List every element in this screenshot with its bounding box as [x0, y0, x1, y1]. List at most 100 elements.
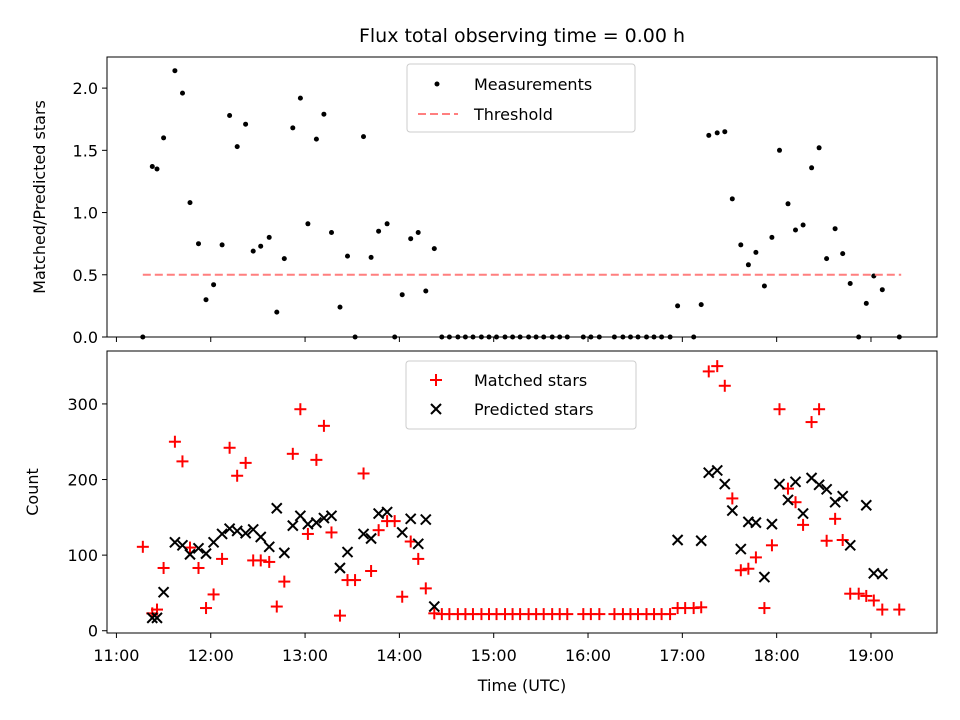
top-y-ticks: 0.0 0.5 1.0 1.5 2.0 [73, 79, 107, 347]
matched-star-point [419, 582, 432, 595]
matched-star-point [216, 552, 229, 565]
measurement-point [714, 130, 720, 136]
measurement-point [274, 309, 280, 315]
measurement-point [345, 253, 350, 259]
legend-predicted-marker [430, 403, 442, 415]
measurement-point [785, 201, 791, 207]
measurement-point [297, 95, 303, 101]
measurement-point [161, 135, 167, 141]
predicted-star-point [820, 483, 833, 496]
matched-star-point [317, 419, 330, 432]
predicted-star-point [735, 543, 747, 555]
predicted-star-point [157, 586, 170, 598]
predicted-star-point [200, 547, 212, 560]
legend-measurements-label: Measurements [474, 75, 592, 94]
bottom-x-tick-label: 15:00 [471, 646, 517, 665]
measurement-point [879, 287, 885, 293]
predicted-star-point [239, 527, 252, 539]
measurement-point [698, 302, 704, 308]
legend-threshold-label: Threshold [473, 105, 553, 124]
matched-star-point [836, 534, 849, 547]
top-y-tick-label: 1.5 [73, 141, 98, 160]
bottom-x-tick-label: 18:00 [754, 646, 800, 665]
matched-star-point [893, 603, 906, 616]
chart-title: Flux total observing time = 0.00 h [359, 25, 685, 47]
predicted-star-point [420, 513, 432, 526]
predicted-star-point [813, 479, 825, 491]
bottom-legend: Matched stars Predicted stars [405, 360, 637, 430]
measurement-point [408, 236, 414, 242]
predicted-star-point [695, 535, 707, 547]
matched-star-point [820, 534, 833, 547]
matched-star-point [860, 589, 873, 602]
measurement-point [211, 282, 217, 288]
matched-star-point [325, 526, 338, 539]
matched-star-point [207, 588, 220, 601]
matched-star-point [396, 590, 409, 603]
predicted-star-point [192, 542, 205, 555]
predicted-star-point [302, 518, 314, 530]
measurement-point [384, 221, 390, 227]
predicted-star-point [255, 531, 267, 543]
matched-star-point [852, 587, 865, 600]
top-measurement-markers [140, 68, 902, 340]
matched-star-point [239, 456, 252, 469]
predicted-star-point [876, 568, 889, 580]
measurement-point [777, 147, 782, 153]
measurement-point [761, 283, 767, 289]
predicted-star-point [782, 494, 794, 506]
predicted-star-point [766, 518, 778, 530]
predicted-star-point [860, 499, 872, 511]
measurement-point [180, 90, 185, 96]
matched-star-point [765, 539, 778, 552]
predicted-star-point [836, 490, 849, 502]
measurement-point [706, 132, 712, 138]
predicted-star-point [151, 612, 163, 624]
predicted-star-point [750, 516, 762, 529]
matched-star-point [365, 565, 378, 578]
measurement-point [172, 68, 178, 74]
measurement-point [863, 300, 869, 306]
matched-star-point [412, 552, 425, 565]
measurement-point [431, 246, 437, 252]
predicted-star-point [365, 532, 377, 545]
matched-star-point [734, 564, 747, 577]
measurement-point [840, 251, 846, 257]
matched-star-point [333, 609, 346, 622]
predicted-star-point [758, 571, 771, 583]
predicted-star-point [719, 478, 731, 490]
matched-star-point [200, 602, 213, 615]
predicted-star-point [287, 519, 299, 532]
matched-star-point [157, 561, 170, 574]
matched-star-point [192, 561, 205, 574]
matched-star-point [223, 441, 236, 454]
predicted-star-point [231, 525, 243, 537]
predicted-star-point [372, 507, 385, 520]
predicted-star-point [428, 600, 440, 613]
matched-star-point [372, 524, 385, 537]
measurement-point [187, 200, 193, 206]
predicted-star-point [844, 539, 856, 552]
matched-star-point [168, 435, 181, 448]
predicted-star-point [169, 536, 181, 548]
predicted-star-point [263, 541, 275, 553]
matched-star-point [593, 608, 606, 621]
measurement-point [149, 164, 155, 169]
predicted-star-point [278, 547, 291, 559]
matched-star-point [702, 365, 715, 378]
measurement-point [281, 256, 287, 262]
matched-star-point [797, 518, 810, 531]
measurement-point [745, 262, 751, 268]
predicted-stars-markers [146, 464, 889, 624]
matched-star-point [270, 600, 283, 613]
measurement-point [196, 241, 201, 247]
measurement-point [337, 304, 343, 310]
legend-matched-marker [430, 374, 442, 386]
bottom-y-tick-label: 0 [88, 622, 98, 641]
measurement-point [313, 136, 319, 142]
predicted-star-point [207, 536, 220, 548]
predicted-star-point [396, 526, 408, 539]
matched-star-point [136, 540, 149, 553]
matched-star-point [876, 603, 889, 616]
